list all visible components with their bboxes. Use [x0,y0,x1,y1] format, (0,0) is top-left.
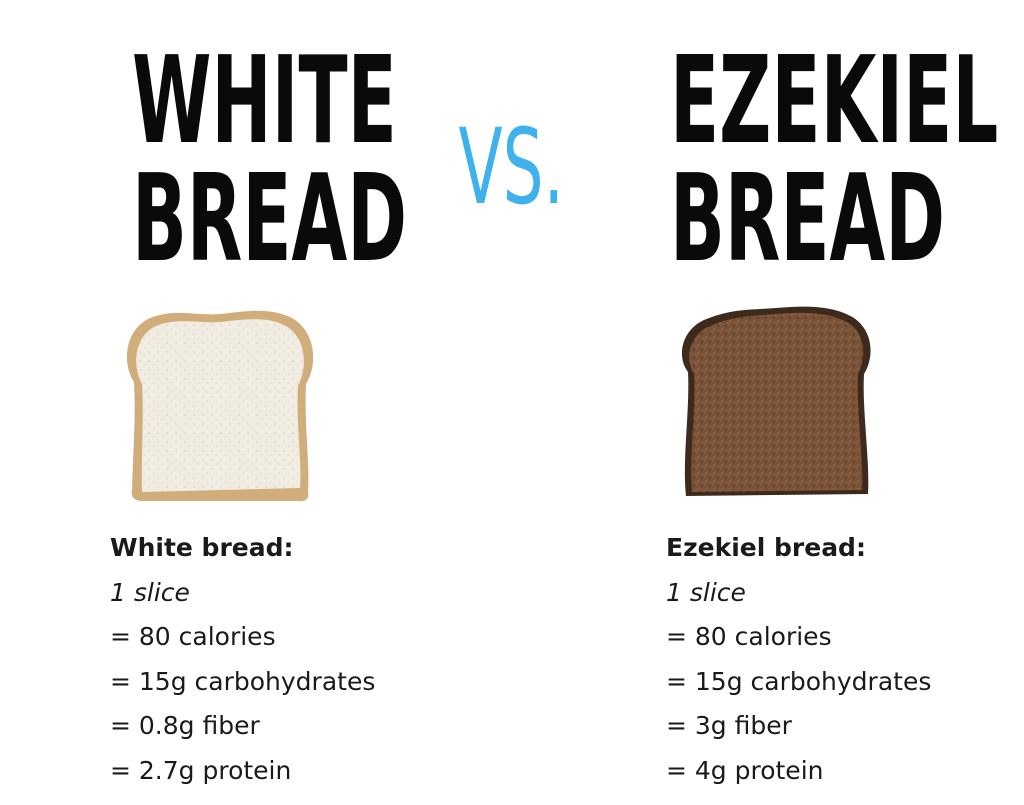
white-bread-calories: = 80 calories [110,622,276,651]
white-bread-carbohydrates: = 15g carbohydrates [110,666,376,696]
white-bread-title-line-2: BREAD [132,150,407,289]
ezekiel-bread-fiber: = 3g fiber [666,711,792,740]
ezekiel-bread-nutrition: Ezekiel bread: 1 slice = 80 calories = 1… [666,526,931,793]
ezekiel-bread-protein: = 4g protein [666,755,824,785]
white-bread-protein: = 2.7g protein [110,755,292,785]
ezekiel-bread-serving: 1 slice [666,577,746,607]
white-bread-heading: White bread: [110,533,294,562]
versus-label: VS. [458,106,565,228]
ezekiel-bread-carbohydrates: = 15g carbohydrates [666,666,932,696]
ezekiel-bread-title-line-2: BREAD [670,150,945,289]
ezekiel-bread-title: EZEKIEL BREAD [670,32,999,289]
white-bread-serving: 1 slice [110,577,190,607]
white-bread-image [126,310,314,502]
white-bread-fiber: = 0.8g fiber [110,711,260,740]
ezekiel-bread-heading: Ezekiel bread: [666,533,866,562]
white-bread-nutrition: White bread: 1 slice = 80 calories = 15g… [110,526,375,793]
ezekiel-bread-title-line-1: EZEKIEL [670,32,999,171]
ezekiel-bread-image [681,306,871,496]
white-bread-title-line-1: WHITE [132,32,397,171]
ezekiel-bread-calories: = 80 calories [666,622,832,651]
white-bread-title: WHITE BREAD [132,32,407,289]
